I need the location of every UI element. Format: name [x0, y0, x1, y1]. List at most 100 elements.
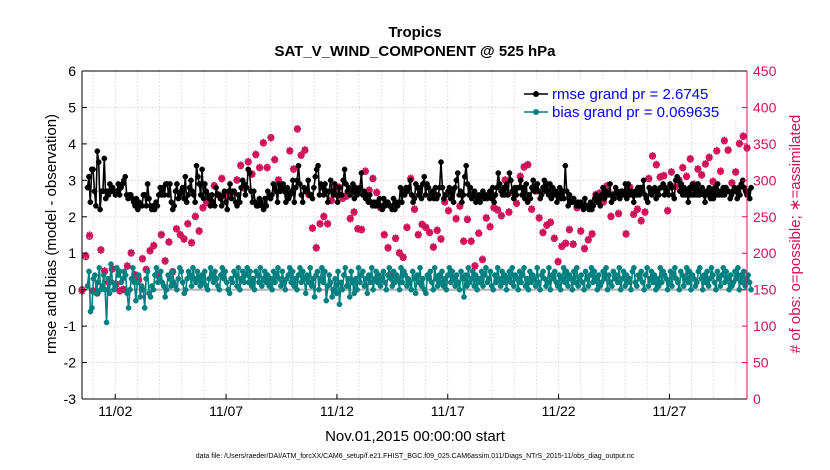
bias-point — [591, 268, 598, 275]
rmse-point — [418, 195, 425, 202]
bias-point — [223, 279, 230, 286]
rmse-point — [702, 199, 708, 206]
bias-point — [568, 275, 574, 282]
obs-assimilated-stroke — [551, 234, 558, 242]
rmse-point — [141, 192, 148, 198]
bias-point — [379, 275, 385, 282]
rmse-point — [461, 173, 468, 180]
bias-point — [289, 268, 296, 275]
bias-point — [655, 283, 662, 289]
bias-point — [740, 268, 747, 275]
bias-point — [578, 272, 585, 278]
bias-point — [144, 268, 151, 275]
obs-assimilated-stroke — [150, 242, 157, 249]
bias-point — [304, 272, 311, 278]
bias-point — [256, 279, 262, 286]
bias-point — [748, 286, 754, 293]
obs-assimilated-stroke — [196, 227, 203, 234]
bias-point — [119, 275, 126, 282]
bias-point — [390, 268, 397, 275]
obs-assimilated-marker — [176, 230, 184, 238]
obs-assimilated-stroke — [237, 161, 244, 169]
obs-assimilated-stroke — [468, 237, 475, 244]
rmse-point — [590, 202, 597, 209]
obs-assimilated-stroke — [313, 244, 320, 251]
bias-point — [711, 279, 718, 286]
bias-point — [130, 264, 136, 271]
bias-point — [518, 279, 524, 286]
bias-point — [674, 279, 681, 286]
bias-point — [125, 305, 132, 311]
obs-assimilated-stroke — [464, 215, 471, 223]
bias-point — [691, 275, 697, 282]
bias-point — [307, 264, 314, 271]
rmse-point — [505, 192, 511, 198]
obs-assimilated-stroke — [452, 215, 460, 222]
obs-assimilated-marker — [422, 223, 430, 231]
x-tick-label: 11/02 — [98, 403, 132, 419]
obs-assimilated-stroke — [498, 212, 505, 219]
obs-assimilated-stroke — [483, 214, 490, 221]
obs-assimilated-stroke — [366, 186, 373, 193]
y-axis-right-label: # of obs: o=possible; ∗=assimilated — [787, 115, 804, 354]
bias-point — [702, 279, 709, 286]
rmse-point — [243, 184, 250, 191]
bias-point — [469, 268, 476, 275]
bias-point — [357, 279, 363, 286]
bias-point — [383, 286, 390, 293]
bias-point — [648, 268, 655, 275]
obs-assimilated-stroke — [679, 164, 686, 171]
rmse-point — [298, 192, 305, 198]
obs-assimilated-marker — [252, 150, 260, 158]
bias-point — [516, 268, 523, 275]
bias-point — [585, 283, 592, 289]
rmse-point — [582, 195, 588, 202]
obs-assimilated-stroke — [430, 243, 437, 250]
rmse-point — [439, 184, 446, 191]
bias-point — [105, 275, 111, 282]
y-right-tick-label: 150 — [753, 282, 777, 298]
bias-point — [733, 275, 740, 282]
obs-assimilated-stroke — [732, 168, 739, 175]
bias-point — [600, 268, 606, 275]
rmse-point — [616, 195, 623, 202]
obs-assimilated-stroke — [649, 152, 656, 159]
obs-assimilated-stroke — [418, 221, 426, 228]
bias-point — [628, 286, 634, 293]
obs-assimilated-stroke — [180, 236, 188, 243]
bias-point — [285, 272, 292, 278]
obs-assimilated-marker — [312, 243, 320, 251]
rmse-point — [284, 184, 291, 191]
obs-assimilated-marker — [667, 167, 676, 176]
bias-point — [122, 272, 129, 278]
obs-assimilated-stroke — [82, 252, 89, 259]
obs-assimilated-marker — [286, 146, 294, 155]
bias-point — [676, 286, 683, 293]
bias-point — [408, 286, 415, 293]
bias-point — [103, 319, 110, 326]
bias-point — [503, 286, 510, 293]
bias-point — [449, 268, 456, 275]
obs-assimilated-marker — [739, 132, 747, 140]
rmse-point — [246, 170, 253, 176]
bias-point — [371, 275, 378, 282]
bias-point — [361, 283, 368, 289]
obs-assimilated-marker — [622, 229, 630, 238]
obs-assimilated-marker — [645, 174, 653, 182]
y-left-tick-label: -2 — [64, 355, 77, 371]
obs-assimilated-marker — [358, 225, 366, 233]
bias-point — [100, 272, 107, 278]
rmse-point — [93, 202, 99, 209]
obs-assimilated-stroke — [460, 237, 467, 244]
rmse-point — [174, 181, 180, 187]
bias-point — [370, 286, 377, 293]
rmse-point — [435, 192, 442, 198]
rmse-point — [523, 181, 530, 187]
rmse-point — [561, 195, 567, 202]
obs-assimilated-marker — [150, 241, 158, 249]
bias-point — [664, 286, 671, 293]
obs-assimilated-marker — [554, 257, 562, 265]
bias-point — [502, 272, 508, 278]
bias-point — [332, 275, 338, 282]
obs-assimilated-marker — [199, 203, 207, 211]
